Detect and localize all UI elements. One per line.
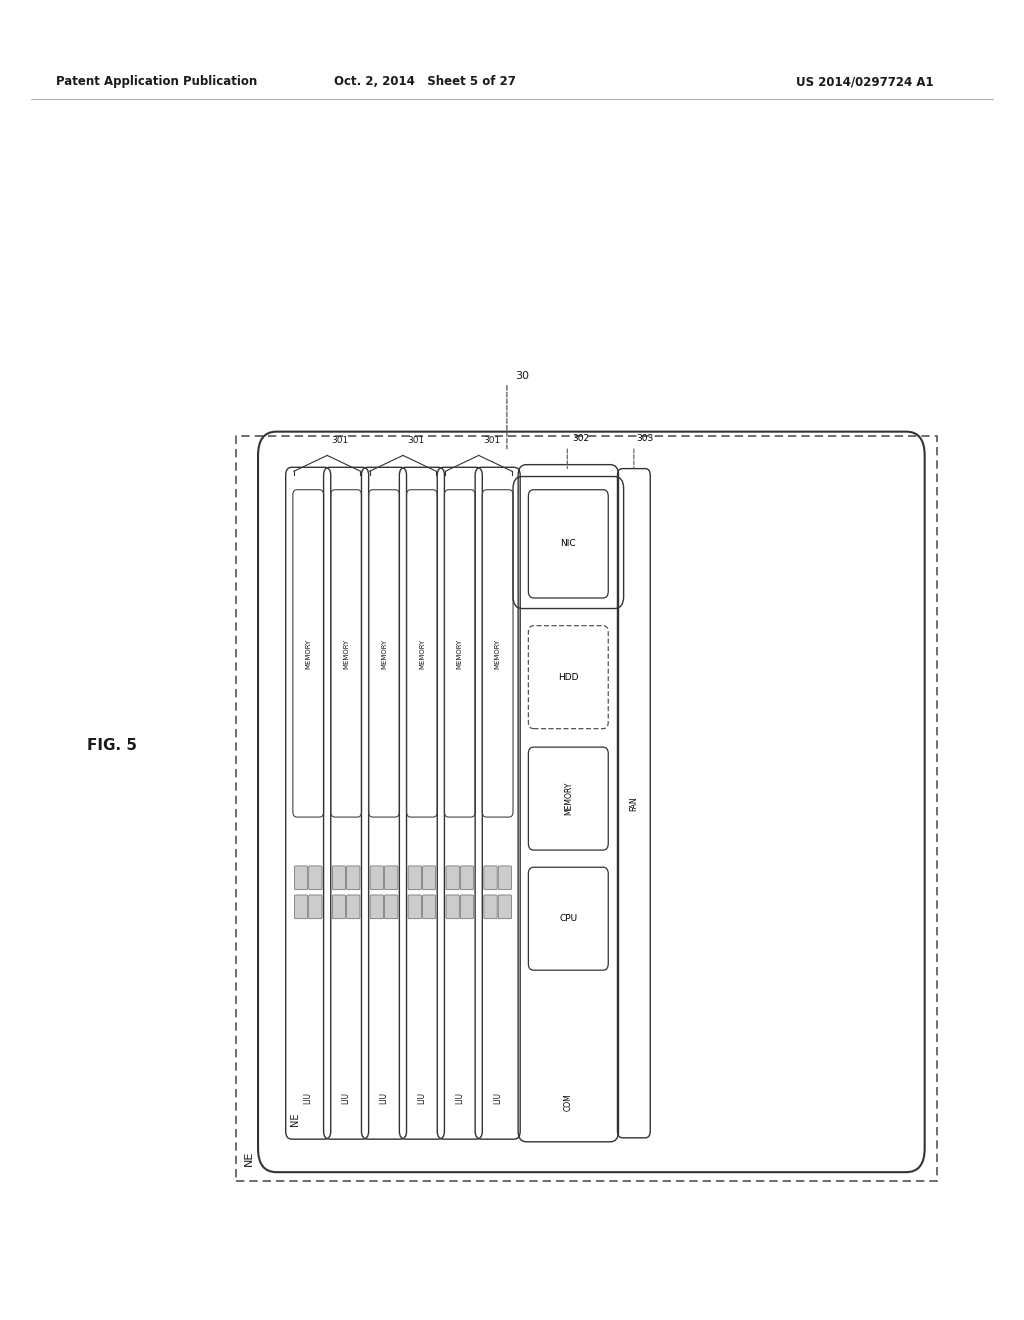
- Text: MEMORY: MEMORY: [305, 639, 311, 668]
- Bar: [236, 436, 937, 1181]
- FancyBboxPatch shape: [309, 895, 322, 919]
- FancyBboxPatch shape: [483, 895, 498, 919]
- FancyBboxPatch shape: [295, 866, 307, 890]
- FancyBboxPatch shape: [346, 895, 360, 919]
- Text: 301: 301: [408, 436, 424, 445]
- Text: MEMORY: MEMORY: [457, 639, 463, 668]
- Text: MEMORY: MEMORY: [343, 639, 349, 668]
- Text: MEMORY: MEMORY: [564, 781, 572, 816]
- Text: FAN: FAN: [630, 796, 638, 810]
- FancyBboxPatch shape: [385, 866, 397, 890]
- FancyBboxPatch shape: [371, 895, 383, 919]
- FancyBboxPatch shape: [446, 895, 459, 919]
- Text: LIU: LIU: [494, 1092, 502, 1105]
- Text: COM: COM: [564, 1093, 572, 1111]
- FancyBboxPatch shape: [461, 866, 473, 890]
- Text: NE: NE: [244, 1150, 254, 1166]
- Text: FIG. 5: FIG. 5: [87, 738, 137, 754]
- Text: Oct. 2, 2014   Sheet 5 of 27: Oct. 2, 2014 Sheet 5 of 27: [334, 75, 516, 88]
- Text: 30: 30: [515, 371, 529, 381]
- Text: LIU: LIU: [456, 1092, 464, 1105]
- Text: LIU: LIU: [418, 1092, 426, 1105]
- Text: Patent Application Publication: Patent Application Publication: [56, 75, 258, 88]
- FancyBboxPatch shape: [423, 895, 436, 919]
- Text: NE: NE: [290, 1113, 300, 1126]
- Text: MEMORY: MEMORY: [419, 639, 425, 668]
- Text: CPU: CPU: [559, 915, 578, 923]
- Text: MEMORY: MEMORY: [495, 639, 501, 668]
- FancyBboxPatch shape: [385, 895, 397, 919]
- FancyBboxPatch shape: [498, 895, 512, 919]
- FancyBboxPatch shape: [483, 866, 498, 890]
- Text: MEMORY: MEMORY: [381, 639, 387, 668]
- Text: HDD: HDD: [558, 673, 579, 681]
- FancyBboxPatch shape: [423, 866, 436, 890]
- Text: NIC: NIC: [560, 540, 577, 548]
- Text: US 2014/0297724 A1: US 2014/0297724 A1: [797, 75, 934, 88]
- FancyBboxPatch shape: [461, 895, 473, 919]
- FancyBboxPatch shape: [498, 866, 512, 890]
- Text: LIU: LIU: [304, 1092, 312, 1105]
- Text: 301: 301: [483, 436, 500, 445]
- FancyBboxPatch shape: [408, 866, 422, 890]
- FancyBboxPatch shape: [371, 866, 383, 890]
- Text: 301: 301: [332, 436, 348, 445]
- Text: LIU: LIU: [342, 1092, 350, 1105]
- FancyBboxPatch shape: [408, 895, 422, 919]
- Text: 302: 302: [572, 434, 590, 442]
- FancyBboxPatch shape: [332, 866, 346, 890]
- FancyBboxPatch shape: [446, 866, 459, 890]
- FancyBboxPatch shape: [295, 895, 307, 919]
- FancyBboxPatch shape: [346, 866, 360, 890]
- Text: LIU: LIU: [380, 1092, 388, 1105]
- Text: 303: 303: [636, 434, 653, 442]
- FancyBboxPatch shape: [332, 895, 346, 919]
- FancyBboxPatch shape: [309, 866, 322, 890]
